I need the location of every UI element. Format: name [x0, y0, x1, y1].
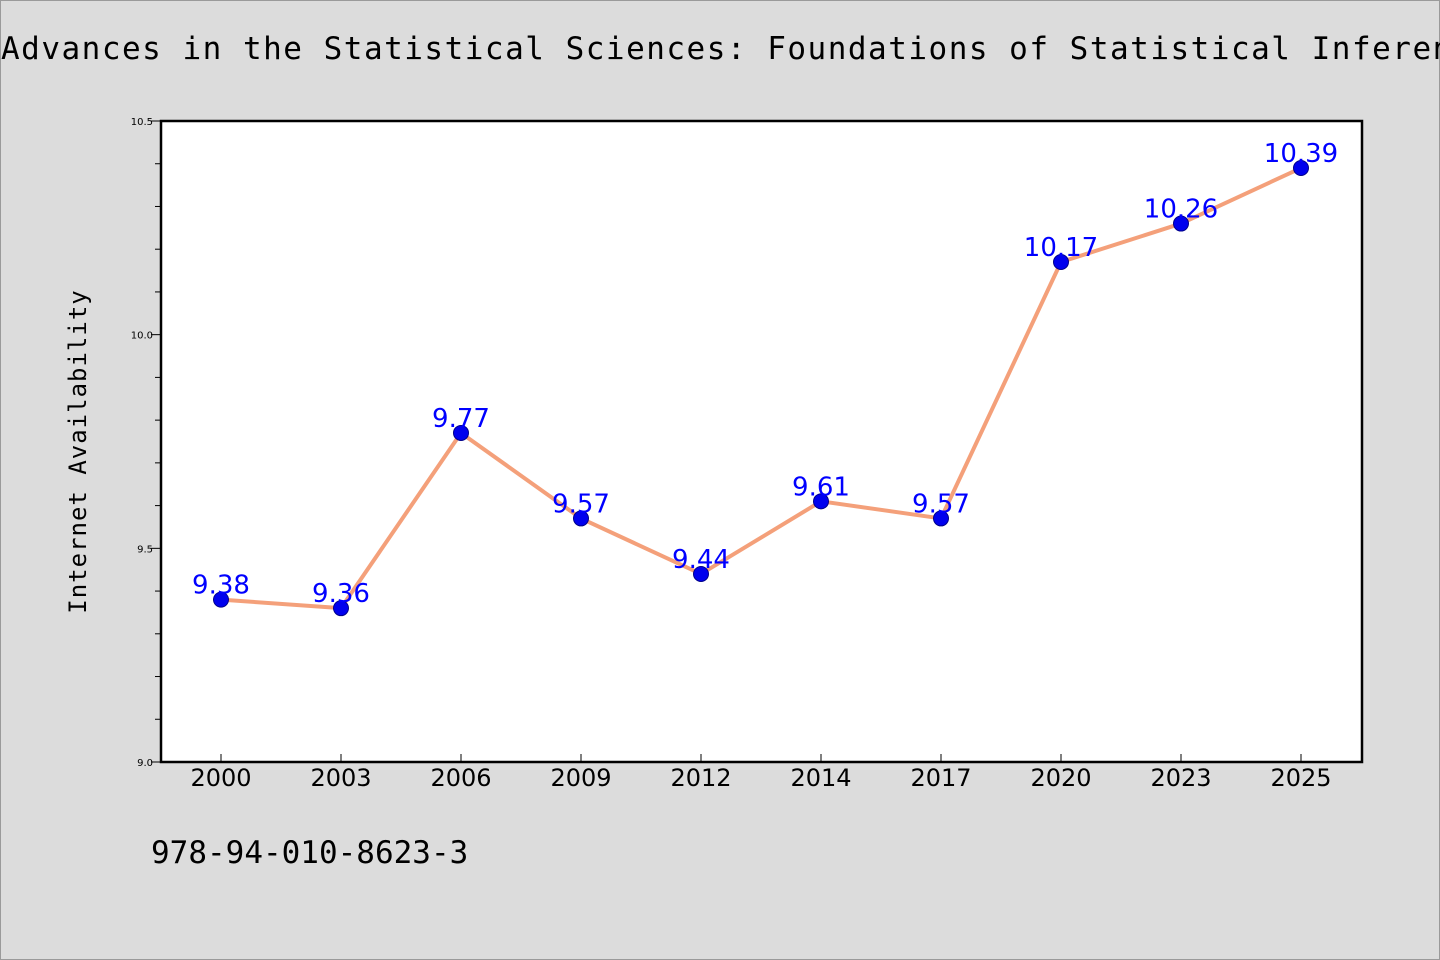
y-axis: 9.0 9.5 10.0 10.5 — [131, 117, 161, 769]
data-label: 9.61 — [792, 472, 850, 502]
x-tick-label: 2000 — [190, 764, 251, 792]
data-label: 9.77 — [432, 404, 490, 434]
data-point — [1293, 160, 1309, 177]
series-layer: 9.38 9.36 9.77 9.57 9.44 9.61 9.57 10.17 10.26 10… — [192, 139, 1338, 617]
series-line — [219, 166, 1303, 611]
x-tick-label: 2025 — [1270, 764, 1331, 792]
y-tick-label: 10.5 — [131, 117, 153, 128]
x-tick-label: 2014 — [790, 764, 851, 792]
x-tick-label: 2023 — [1150, 764, 1211, 792]
footer-code: 978-94-010-8623-3 — [151, 835, 469, 871]
data-point — [1173, 215, 1189, 232]
data-label: 10.26 — [1144, 195, 1218, 225]
x-tick-label: 2020 — [1030, 764, 1091, 792]
data-point — [813, 493, 829, 510]
x-tick-label: 2003 — [310, 764, 371, 792]
data-label: 10.39 — [1264, 139, 1338, 169]
data-label: 10.17 — [1024, 233, 1098, 263]
y-tick-label: 10.0 — [131, 331, 153, 342]
data-point — [453, 424, 469, 441]
data-label: 9.36 — [312, 579, 370, 609]
chart-title: Advances in the Statistical Sciences: Fo… — [1, 31, 1440, 67]
data-point — [333, 600, 349, 617]
x-tick-label: 2009 — [550, 764, 611, 792]
y-tick-label: 9.5 — [137, 544, 153, 555]
x-tick-label: 2012 — [670, 764, 731, 792]
x-tick-label: 2006 — [430, 764, 491, 792]
x-tick-label: 2017 — [910, 764, 971, 792]
data-point — [573, 510, 589, 527]
data-label: 9.57 — [552, 489, 610, 519]
data-point — [213, 591, 229, 608]
data-point — [933, 510, 949, 527]
data-label: 9.44 — [672, 545, 730, 575]
y-axis-title: Internet Availability — [64, 289, 92, 613]
data-point — [693, 565, 709, 582]
data-label: 9.38 — [192, 571, 250, 601]
data-point — [1053, 254, 1069, 271]
y-tick-label: 9.0 — [137, 758, 153, 769]
data-label: 9.57 — [912, 489, 970, 519]
x-axis: 2000 2003 2006 2009 2012 2014 2017 2020 2023 2025 — [190, 754, 1332, 792]
